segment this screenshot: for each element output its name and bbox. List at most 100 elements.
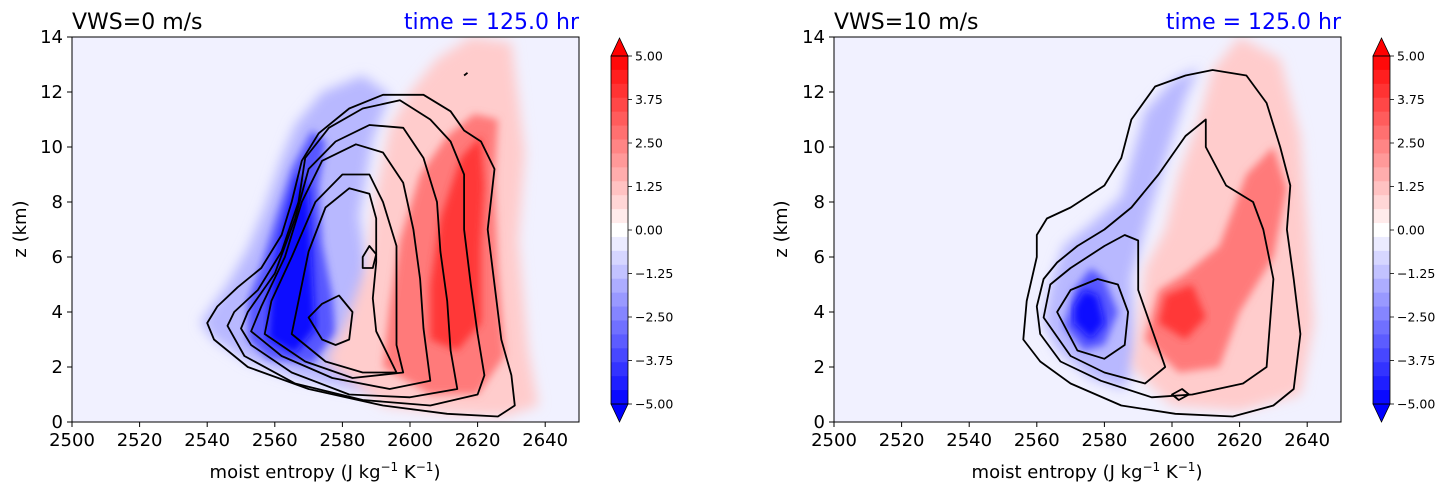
y-tick-label: 6 (52, 247, 63, 268)
colorbar-level (1373, 250, 1390, 266)
colorbar-level (1373, 139, 1390, 155)
colorbar-left: 5.00 3.75 2.50 1.25 0.00 −1.25 −2.50 −3.75 −5.00 (610, 37, 673, 423)
x-tick-label: 2540 (184, 430, 230, 451)
colorbar-level (611, 69, 628, 85)
y-tick-label: 12 (40, 82, 63, 103)
x-axis-label-mid: K (398, 462, 417, 483)
colorbar-level (611, 320, 628, 335)
colorbar-level (1373, 69, 1390, 85)
colorbar-tick-label: 0.00 (1397, 223, 1425, 238)
colorbar-level (611, 264, 628, 280)
colorbar-tick-label: 5.00 (1397, 49, 1425, 64)
x-tick-label: 2500 (49, 430, 95, 451)
x-tick-label: 2560 (252, 430, 298, 451)
x-tick-label: 2620 (1217, 430, 1263, 451)
x-tick-label: 2600 (387, 430, 433, 451)
x-axis-label-text: moist entropy (J kg (210, 462, 381, 483)
y-tick-label: 8 (52, 192, 63, 213)
x-tick-label: 2520 (117, 430, 163, 451)
axes-frame-right (833, 36, 1342, 423)
contour-line-4 (263, 173, 405, 379)
y-tick-label: 2 (52, 357, 63, 378)
y-tick-label: 2 (814, 357, 825, 378)
contour-line-3 (1056, 278, 1129, 360)
colorbar-tick-label: 1.25 (635, 179, 663, 194)
colorbar-level (1373, 376, 1390, 391)
contour-line-6 (307, 294, 354, 346)
contour-line-2 (1042, 234, 1167, 385)
colorbar-level (611, 292, 628, 308)
x-axis-label-mid: K (1160, 462, 1179, 483)
colorbar-level (611, 153, 628, 168)
y-tick-label: 14 (40, 27, 63, 48)
colorbar-level (1373, 264, 1390, 280)
y-tick-label: 14 (802, 27, 825, 48)
x-axis-label-exp1: −1 (1143, 460, 1161, 474)
y-tick-label: 0 (814, 412, 825, 433)
colorbar-level (1373, 223, 1390, 238)
colorbar-level (611, 348, 628, 363)
colorbar-level (1373, 306, 1390, 322)
colorbar-level (1373, 348, 1390, 363)
positive-anomaly-extreme (1158, 284, 1206, 340)
colorbar-level (611, 376, 628, 391)
contour-line-8 (463, 72, 469, 77)
colorbar-level (1373, 167, 1390, 182)
colorbar-level (1373, 209, 1390, 224)
x-tick-label: 2640 (1284, 430, 1330, 451)
y-ticks-right: 0 2 4 6 8 10 12 14 (802, 27, 834, 433)
colorbar-level (1373, 278, 1390, 294)
y-axis-label-right: z (km) (771, 200, 792, 257)
colorbar-tick-label: −2.50 (635, 310, 673, 325)
y-ticks-left: 0 2 4 6 8 10 12 14 (40, 27, 72, 433)
colorbar-level (611, 223, 628, 238)
x-axis-label-exp1: −1 (381, 460, 399, 474)
contour-line-4 (1171, 388, 1190, 401)
x-axis-label-right: moist entropy (J kg−1 K−1) (972, 460, 1203, 483)
x-ticks-left: 2500 2520 2540 2560 2580 2600 2620 2640 (49, 422, 568, 451)
y-tick-label: 10 (40, 137, 63, 158)
colorbar-level (1373, 125, 1390, 141)
x-tick-label: 2540 (946, 430, 992, 451)
axes-frame-left (71, 36, 580, 423)
x-axis-label-left: moist entropy (J kg−1 K−1) (210, 460, 441, 483)
colorbar-tick-label: 3.75 (635, 92, 663, 107)
y-tick-label: 4 (814, 302, 825, 323)
colorbar-tick-label: −3.75 (1397, 353, 1435, 368)
colorbar-level (611, 362, 628, 377)
x-tick-label: 2560 (1014, 430, 1060, 451)
contour-line-0 (206, 93, 516, 418)
x-tick-label: 2520 (879, 430, 925, 451)
colorbar-tick-label: −5.00 (1397, 397, 1435, 412)
x-axis-label-end: ) (1195, 462, 1202, 483)
y-tick-label: 12 (802, 82, 825, 103)
y-tick-label: 0 (52, 412, 63, 433)
colorbar-level (611, 250, 628, 266)
colorbar-level (1373, 153, 1390, 168)
colorbar-level (1373, 97, 1390, 113)
x-axis-label-exp2: −1 (1178, 460, 1196, 474)
colorbar-level (611, 236, 628, 252)
colorbar-level (1373, 320, 1390, 335)
colorbar-level (1373, 292, 1390, 308)
colorbar-level (611, 56, 628, 71)
panel-right: 2500 2520 2540 2560 2580 2600 2620 2640 0 2 4 6 8 10… (771, 10, 1342, 483)
colorbar-level (611, 83, 628, 99)
x-tick-label: 2580 (319, 430, 365, 451)
colorbar-level (1373, 56, 1390, 71)
colorbar-level (1373, 236, 1390, 252)
negative-anomaly-extreme (268, 174, 316, 354)
contour-line-1 (226, 99, 486, 407)
x-tick-label: 2500 (811, 430, 857, 451)
colorbar-level (611, 97, 628, 113)
y-tick-label: 6 (814, 247, 825, 268)
panel-time-right: time = 125.0 hr (1166, 10, 1342, 35)
colorbar-extend-max (610, 37, 629, 57)
y-tick-label: 10 (802, 137, 825, 158)
colorbar-level (611, 125, 628, 141)
contour-line-0 (1022, 69, 1302, 418)
colorbar-level (611, 111, 628, 127)
colorbar-level (1373, 111, 1390, 127)
x-tick-label: 2620 (455, 430, 501, 451)
